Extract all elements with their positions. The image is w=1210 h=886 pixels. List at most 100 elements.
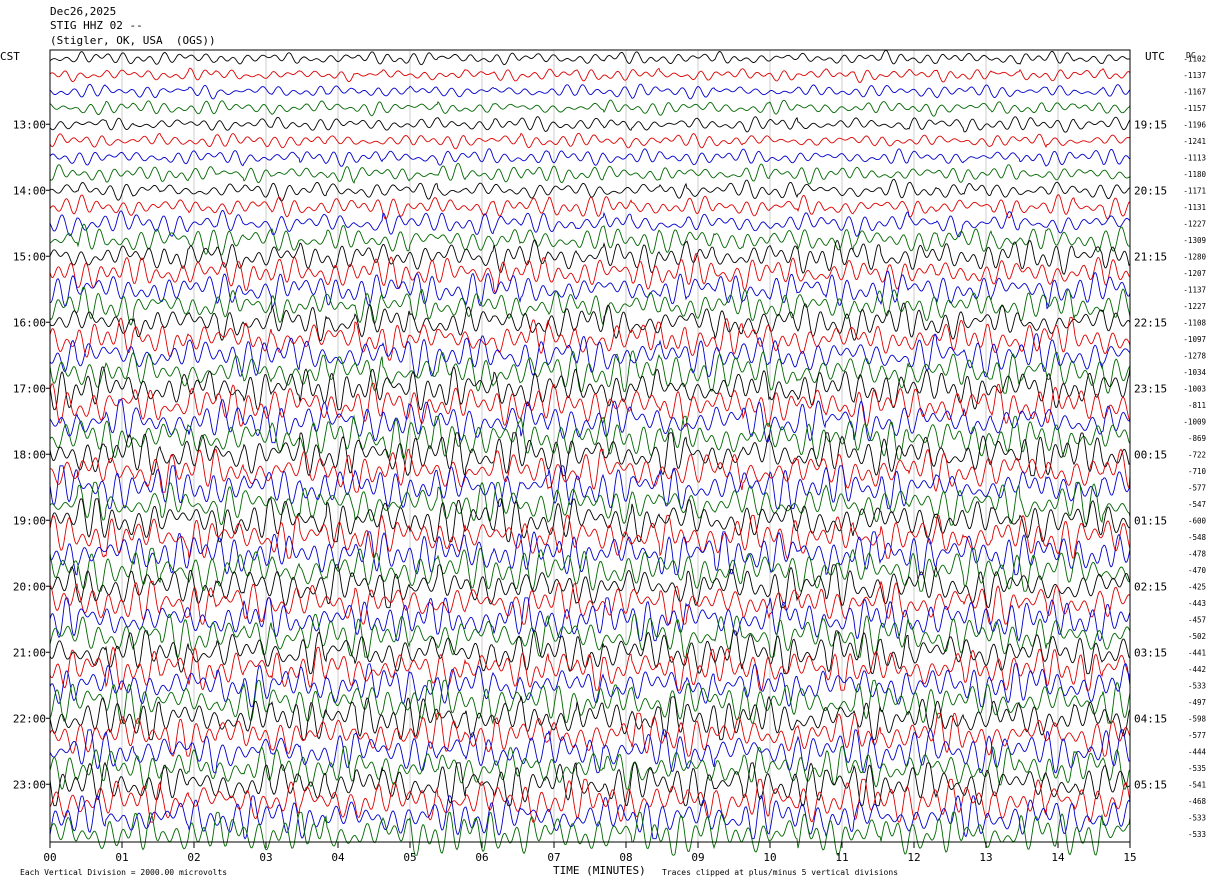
dc-offset-label: -600 <box>1188 516 1207 525</box>
dc-offset-label: -1280 <box>1183 252 1206 261</box>
x-tick-label: 15 <box>1123 851 1136 864</box>
x-tick-label: 01 <box>115 851 128 864</box>
dc-offset-label: -1137 <box>1183 71 1206 80</box>
seismic-trace <box>49 630 1131 675</box>
left-hour-label: 16:00 <box>13 316 46 329</box>
left-time-axis: 13:00 14:00 15:00 16:00 17:00 18:00 19:00 20:00… <box>13 118 50 791</box>
trace-group <box>49 49 1131 856</box>
dc-offset-label: -533 <box>1188 681 1206 690</box>
left-hour-label: 19:00 <box>13 514 46 527</box>
x-tick-label: 10 <box>763 851 776 864</box>
seismic-trace <box>49 67 1131 84</box>
right-hour-label: 20:15 <box>1134 184 1167 197</box>
seismic-trace <box>49 333 1131 378</box>
seismic-trace <box>49 547 1131 592</box>
left-hour-label: 15:00 <box>13 250 46 263</box>
dc-offset-label: -1102 <box>1183 54 1206 63</box>
seismic-trace <box>49 148 1131 167</box>
seismic-trace <box>49 382 1131 427</box>
dc-offset-label: -1131 <box>1183 203 1206 212</box>
seismic-trace <box>49 695 1131 741</box>
seismic-trace <box>49 316 1131 361</box>
x-tick-label: 06 <box>475 851 488 864</box>
seismic-trace <box>49 597 1131 642</box>
dc-offset-label: -598 <box>1188 714 1207 723</box>
seismic-trace <box>49 646 1131 691</box>
x-tick-label: 03 <box>259 851 272 864</box>
seismic-trace <box>49 432 1131 478</box>
right-hour-label: 05:15 <box>1134 778 1167 791</box>
seismic-trace <box>49 252 1131 293</box>
dc-offset-label: -443 <box>1188 599 1206 608</box>
left-timezone-label: CST <box>0 50 20 63</box>
dc-offset-label: -1180 <box>1183 170 1206 179</box>
dc-offset-label: -478 <box>1188 549 1207 558</box>
seismic-trace <box>49 270 1131 310</box>
dc-offset-label: -1113 <box>1183 153 1206 162</box>
dc-offset-label: -1241 <box>1183 137 1206 146</box>
seismic-trace <box>49 613 1131 658</box>
seismic-trace <box>49 239 1131 275</box>
x-axis: 00 01 02 03 04 05 06 07 08 09 10 11 12 13 14 15 <box>43 842 1137 864</box>
seismic-trace <box>49 178 1131 202</box>
dc-offset-label: -1157 <box>1183 104 1206 113</box>
seismic-trace <box>49 162 1131 185</box>
dc-offset-label: -577 <box>1188 483 1206 492</box>
seismic-trace <box>49 498 1131 543</box>
right-hour-label: 01:15 <box>1134 514 1167 527</box>
dc-offset-label: -1034 <box>1183 368 1206 377</box>
x-tick-label: 13 <box>979 851 992 864</box>
seismic-trace <box>49 132 1131 150</box>
seismic-trace <box>49 399 1131 444</box>
seismic-trace <box>49 795 1131 840</box>
dc-offset-label: -502 <box>1188 632 1206 641</box>
seismic-trace <box>49 745 1131 790</box>
dc-offset-label: -1171 <box>1183 186 1206 195</box>
seismic-trace <box>49 49 1131 66</box>
dc-offset-label: -1227 <box>1183 302 1206 311</box>
left-hour-label: 13:00 <box>13 118 46 131</box>
seismic-trace <box>49 448 1131 493</box>
seismic-trace <box>49 663 1131 708</box>
x-tick-label: 12 <box>907 851 920 864</box>
seismic-trace <box>49 564 1131 609</box>
seismic-trace <box>49 729 1131 774</box>
dc-offset-label: -533 <box>1188 813 1206 822</box>
right-hour-label: 22:15 <box>1134 316 1167 329</box>
left-hour-label: 18:00 <box>13 448 46 461</box>
x-tick-label: 09 <box>691 851 704 864</box>
date-label: Dec26,2025 <box>50 5 117 18</box>
seismic-trace <box>49 712 1131 757</box>
dc-offset-label: -1227 <box>1183 219 1206 228</box>
dc-offset-label: -470 <box>1188 566 1207 575</box>
dc-offset-label: -1108 <box>1183 318 1206 327</box>
seismic-trace <box>49 414 1131 460</box>
seismic-trace <box>49 223 1131 256</box>
left-hour-label: 21:00 <box>13 646 46 659</box>
dc-offset-label: -577 <box>1188 731 1206 740</box>
right-time-axis: 19:15 20:15 21:15 22:15 23:15 00:15 01:15 02:15… <box>1134 118 1167 791</box>
right-timezone-label: UTC <box>1145 50 1165 63</box>
seismic-trace <box>49 811 1131 856</box>
dc-offset-label: -1009 <box>1183 417 1206 426</box>
dc-offset-label: -441 <box>1188 648 1206 657</box>
seismic-trace <box>49 465 1131 510</box>
seismic-trace <box>49 481 1131 526</box>
dc-offset-label: -533 <box>1188 830 1206 839</box>
x-tick-label: 05 <box>403 851 416 864</box>
x-tick-label: 00 <box>43 851 56 864</box>
seismic-trace <box>49 116 1131 133</box>
dc-offset-label: -722 <box>1188 450 1206 459</box>
right-hour-label: 19:15 <box>1134 118 1167 131</box>
dc-offset-label: -548 <box>1188 533 1207 542</box>
right-hour-label: 00:15 <box>1134 448 1167 461</box>
dc-offset-label: -497 <box>1188 698 1206 707</box>
left-hour-label: 22:00 <box>13 712 46 725</box>
dc-offset-label: -1097 <box>1183 335 1206 344</box>
dc-offset-label: -1196 <box>1183 120 1206 129</box>
dc-offset-label: -1137 <box>1183 285 1206 294</box>
seismic-trace <box>49 366 1131 411</box>
scale-note: Each Vertical Division = 2000.00 microvo… <box>20 868 227 877</box>
dc-offset-label: -1207 <box>1183 269 1206 278</box>
